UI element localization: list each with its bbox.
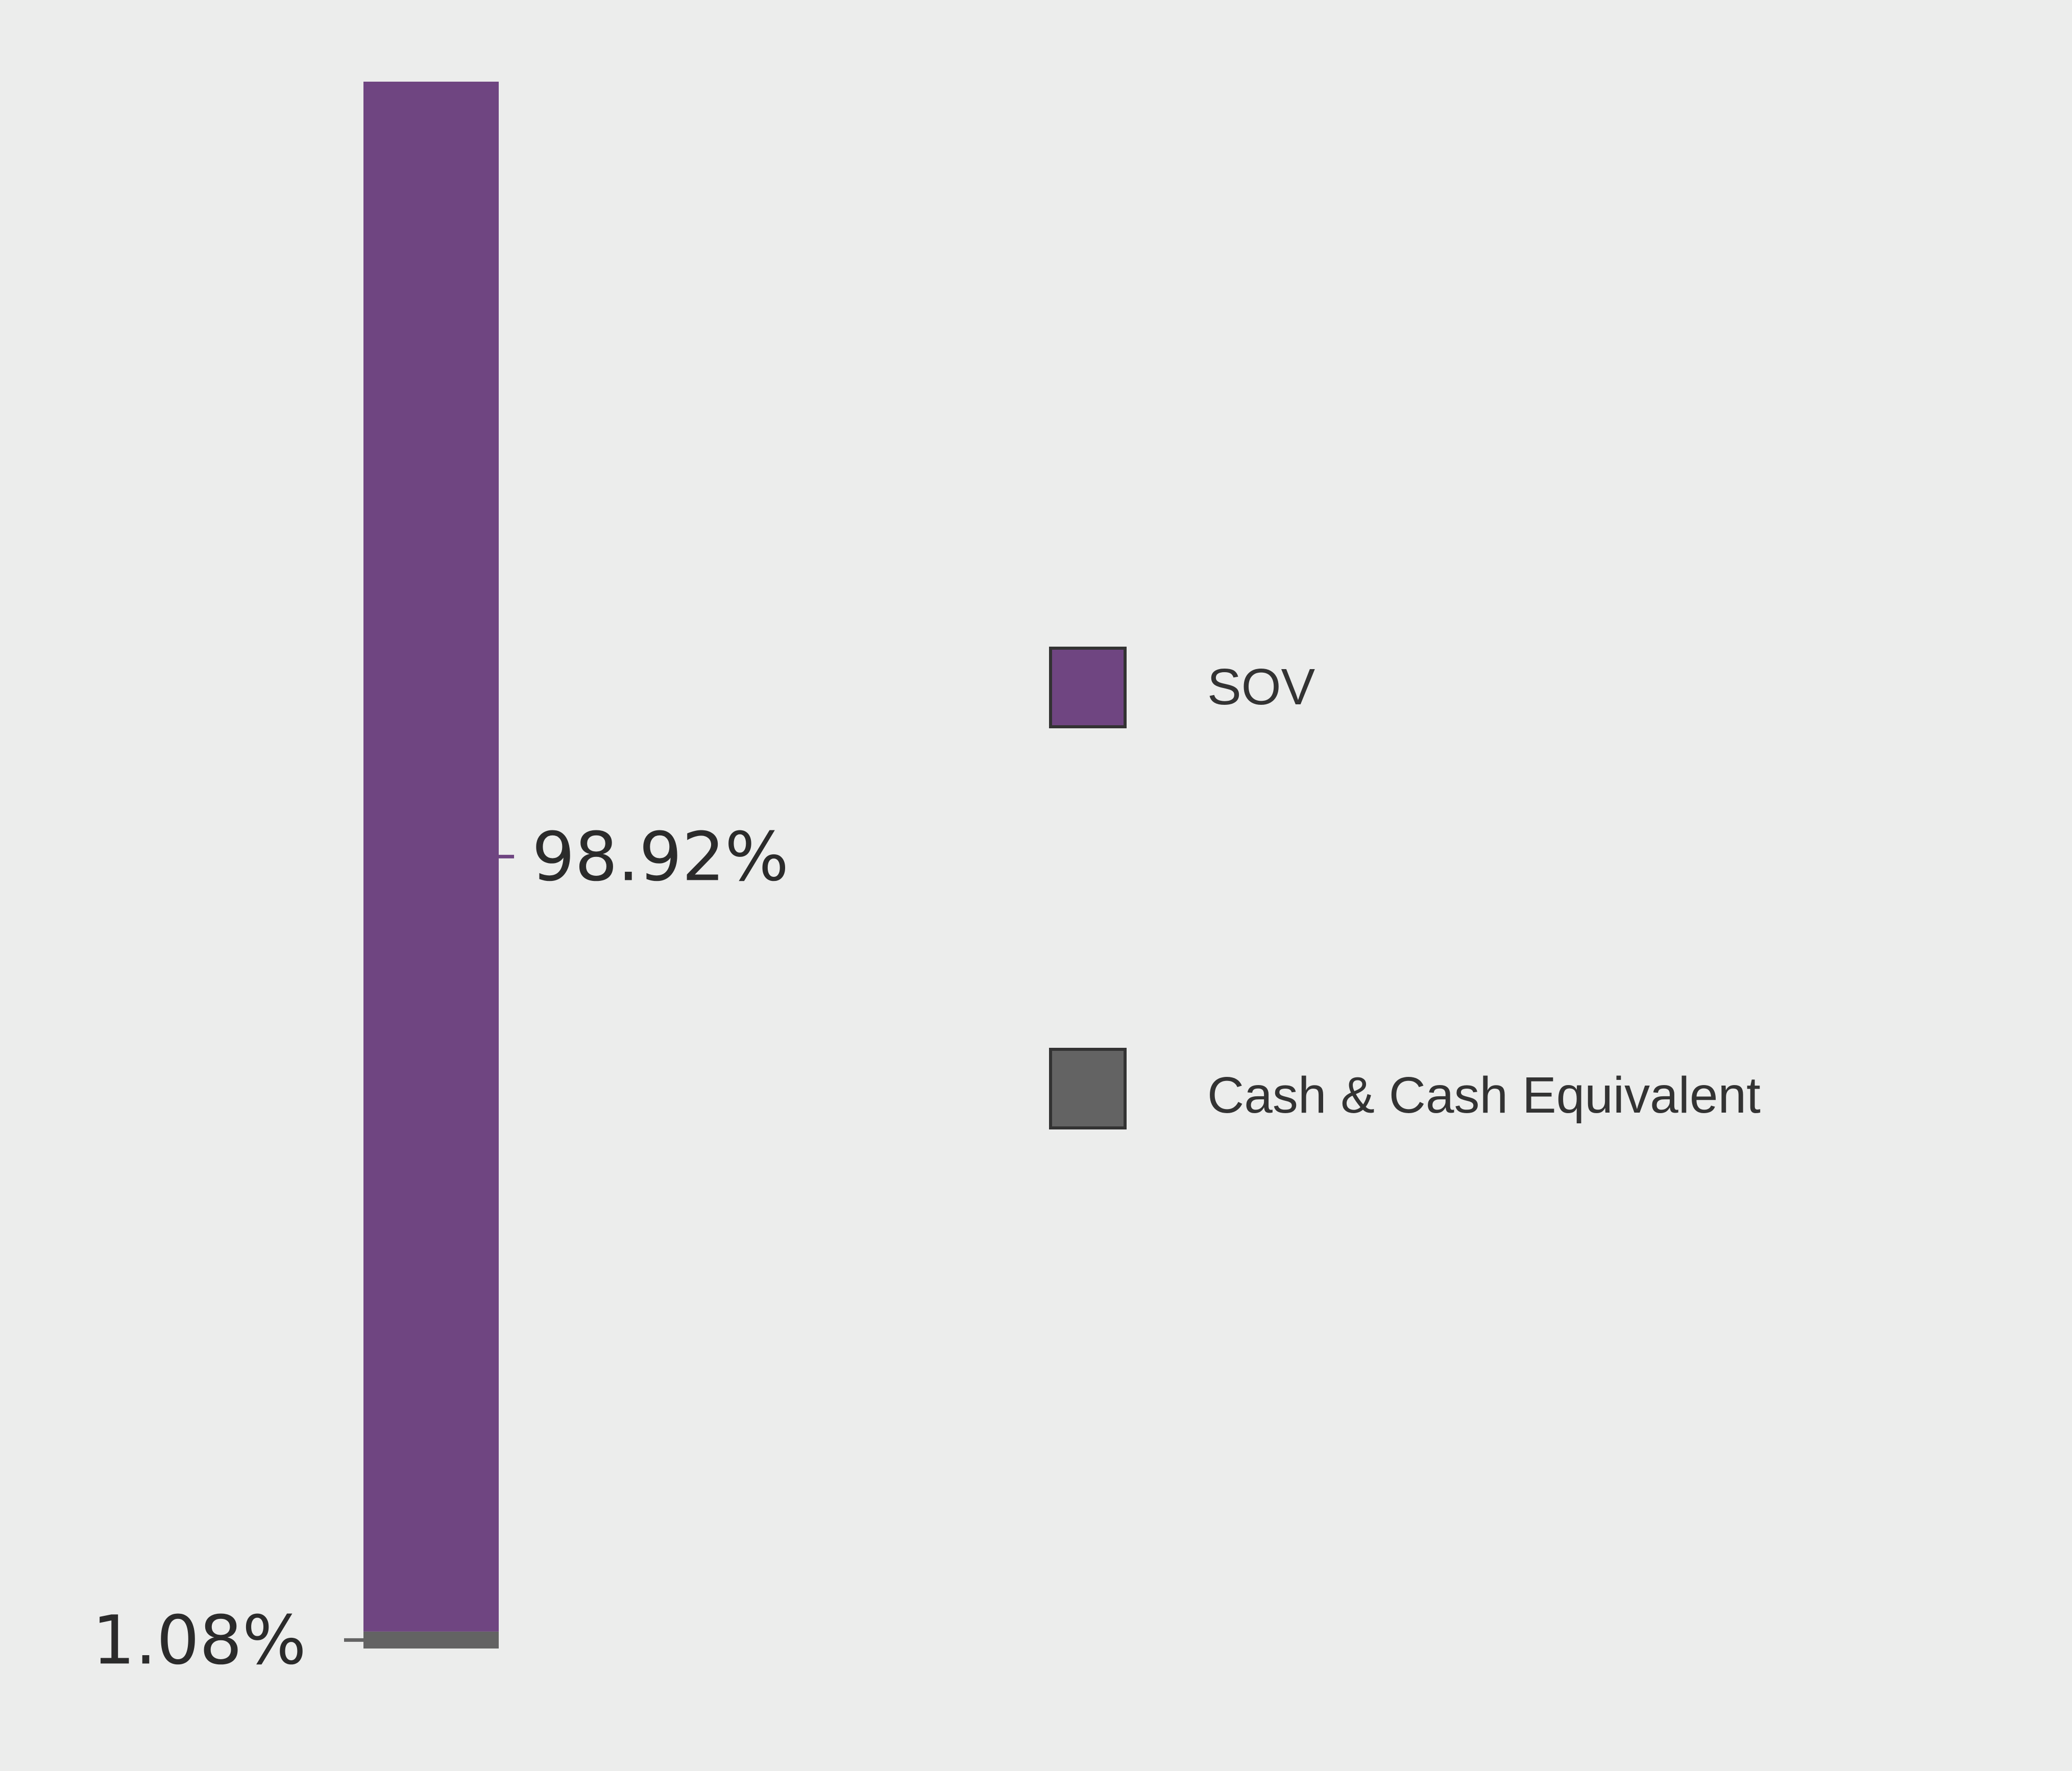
bar-segment-cash (363, 1631, 499, 1649)
legend: SOV Cash & Cash Equivalent (1049, 647, 1761, 1129)
legend-label-sov: SOV (1207, 658, 1315, 716)
bar-segment-sov (363, 82, 499, 1632)
legend-swatch-cash (1049, 1048, 1127, 1129)
data-labels: 98.92% 1.08% (92, 818, 789, 1680)
data-label-cash: 1.08% (92, 1601, 306, 1680)
legend-label-cash: Cash & Cash Equivalent (1207, 1067, 1761, 1124)
bar-stack (363, 82, 499, 1649)
legend-item-cash: Cash & Cash Equivalent (1049, 1048, 1761, 1129)
legend-swatch-sov (1049, 647, 1127, 728)
legend-item-sov: SOV (1049, 647, 1315, 728)
data-label-sov: 98.92% (532, 818, 789, 896)
